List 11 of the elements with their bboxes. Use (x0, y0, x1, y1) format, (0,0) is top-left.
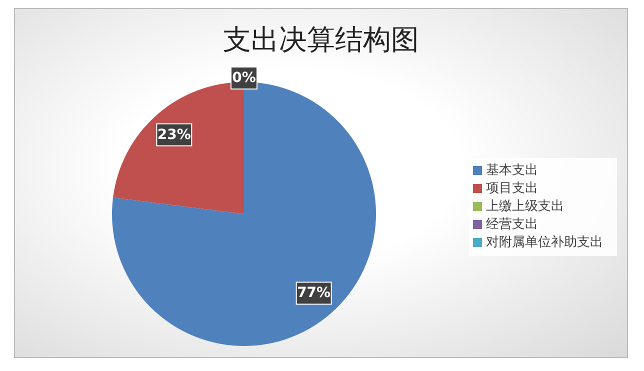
legend-label: 对附属单位补助支出 (486, 235, 603, 250)
legend-label: 项目支出 (486, 181, 538, 196)
data-label: 77% (297, 285, 331, 302)
chart-title: 支出决算结构图 (222, 22, 420, 57)
text: 0% (232, 70, 256, 86)
data-label: 23% (157, 126, 191, 143)
legend-label: 经营支出 (486, 217, 538, 232)
legend-label: 上缴上级支出 (486, 199, 564, 214)
pie-slice (112, 82, 376, 346)
legend-label: 基本支出 (486, 163, 538, 178)
pie-slice (113, 82, 244, 214)
